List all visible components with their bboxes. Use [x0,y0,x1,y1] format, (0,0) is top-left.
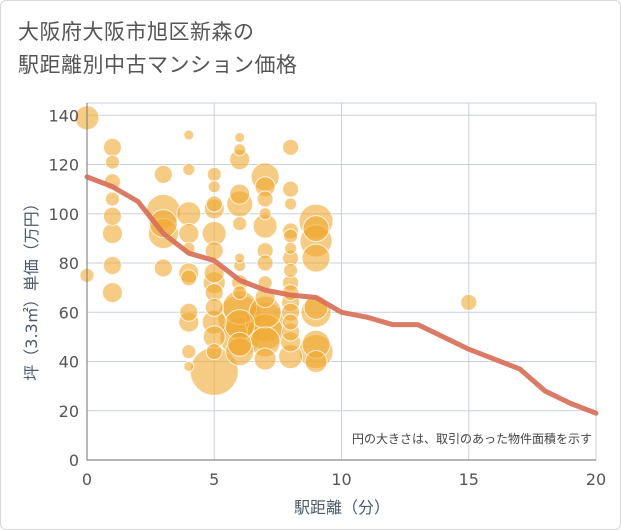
chart-title-line2: 駅距離別中古マンション価格 [18,53,298,77]
tick-labels: 0 5 10 15 20 0 20 40 60 80 100 120 140 [48,106,606,489]
bubble-point-87 [302,215,330,243]
bubble-point-16 [182,162,196,176]
y-tick-label-60: 60 [59,303,79,322]
bubble-point-94 [304,350,328,374]
bubble-point-12 [148,209,178,239]
bubble-point-17 [176,201,202,227]
bubble-point-46 [234,252,246,264]
chart-title: 大阪府大阪市旭区新森の 駅距離別中古マンション価格 [18,16,578,82]
bubble-point-69 [253,347,277,371]
bubble-size-note: 円の大きさは、取引のあった物件面積を示す [352,431,592,446]
bubble-point-18 [178,222,200,244]
bubble-point-70 [282,138,300,156]
x-tick-label-10: 10 [331,470,351,489]
x-tick-label-15: 15 [459,470,479,489]
y-tick-label-20: 20 [59,402,79,421]
bubble-point-8 [102,255,122,275]
bubble-point-21 [180,269,198,287]
bubble-point-54 [227,331,253,357]
y-tick-label-100: 100 [48,205,79,224]
bubble-point-75 [284,241,298,255]
bubble-point-2 [102,137,122,157]
bubble-point-24 [181,344,197,360]
bubble-point-59 [258,207,272,221]
bubble-point-58 [256,190,274,208]
bubble-point-49 [232,285,248,301]
bubble-point-28 [205,195,223,213]
y-tick-label-0: 0 [69,451,79,470]
bubble-point-45 [232,216,248,232]
bubble-point-25 [183,360,195,372]
bubble-point-43 [229,183,251,205]
bubble-point-74 [283,228,299,244]
bubble-point-72 [284,197,298,211]
y-tick-label-40: 40 [59,353,79,372]
chart-title-line1: 大阪府大阪市旭区新森の [18,20,255,44]
bubble-point-3 [104,154,120,170]
bubble-series [74,105,478,396]
bubble-point-82 [282,313,300,331]
bubble-point-26 [206,166,222,182]
bubble-point-41 [233,143,247,157]
bubble-point-62 [256,254,274,272]
x-axis-title: 駅距離（分） [294,498,390,517]
y-tick-label-120: 120 [48,156,79,175]
bubble-point-38 [205,343,223,361]
y-axis-title: 坪（3.3㎡）単価（万円） [22,195,41,380]
y-tick-label-140: 140 [48,106,79,125]
trend-line-series [84,174,599,416]
axes [86,103,596,461]
bubble-point-27 [207,180,221,194]
y-tick-label-80: 80 [59,254,79,273]
bubble-point-5 [104,191,120,207]
bubble-point-77 [283,262,299,278]
x-tick-label-20: 20 [586,470,606,489]
bubble-point-14 [153,258,173,278]
bubble-point-22 [179,302,199,322]
bubble-point-71 [282,180,300,198]
bubble-point-40 [234,131,246,143]
bubble-point-95 [460,293,478,311]
bubble-point-9 [101,282,123,304]
x-tick-label-5: 5 [209,470,219,489]
grid-lines [86,102,597,461]
bubble-point-15 [183,129,195,141]
bubble-point-7 [101,222,123,244]
bubble-point-10 [153,164,173,184]
bubble-point-89 [301,243,331,273]
x-tick-label-0: 0 [82,470,92,489]
bubble-point-6 [102,206,122,226]
average-price-trend-line [84,174,599,416]
bubble-point-35 [204,297,224,317]
